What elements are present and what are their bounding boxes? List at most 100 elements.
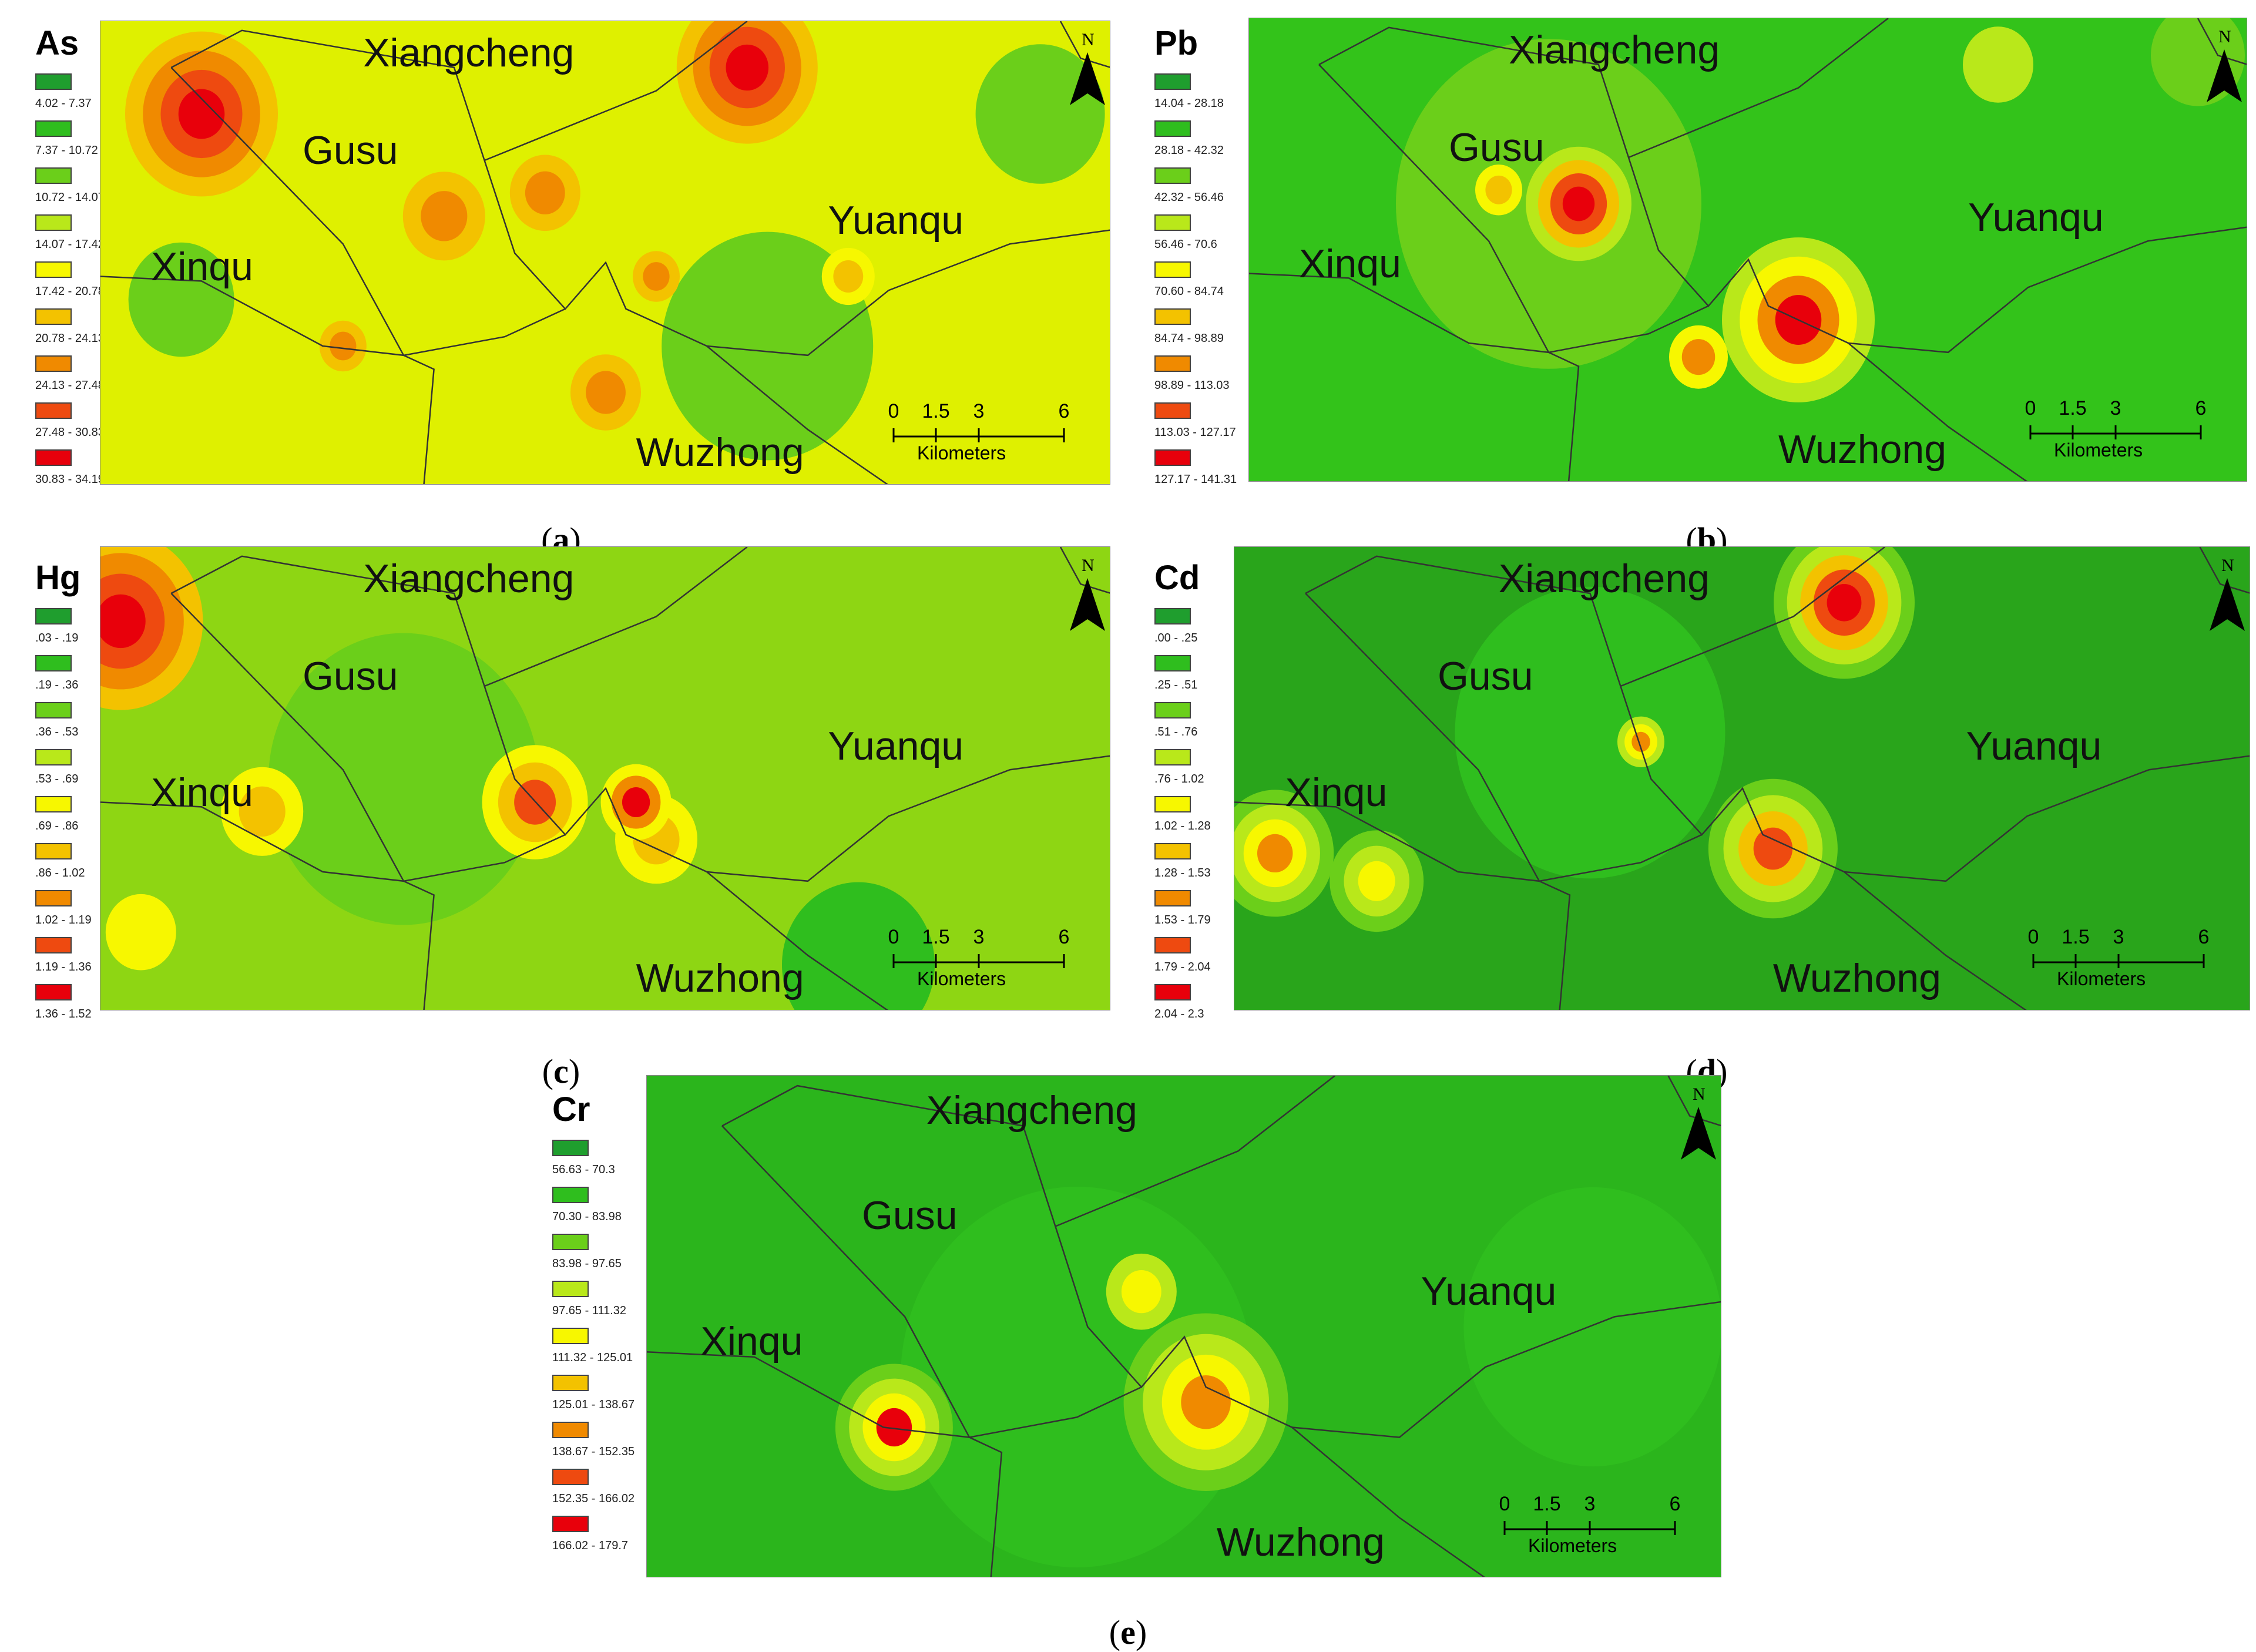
- legend-swatch: [35, 449, 72, 466]
- legend-swatch: [1154, 167, 1191, 184]
- scale-tick-label: 0: [2025, 397, 2036, 419]
- scale-tick-label: 6: [2195, 397, 2207, 419]
- district-label-xiangcheng: Xiangcheng: [363, 31, 575, 76]
- legend-swatch: [1154, 73, 1191, 90]
- district-boundary: [100, 276, 566, 357]
- legend-swatch: [1154, 608, 1191, 624]
- legend-title: Cr: [552, 1090, 590, 1129]
- scale-tick-label: 6: [1669, 1493, 1681, 1515]
- legend-swatch: [35, 608, 72, 624]
- scale-tick-label: 0: [888, 926, 899, 948]
- district-label-yuanqu: Yuanqu: [1421, 1268, 1557, 1314]
- north-arrow-icon: [1070, 578, 1105, 631]
- scale-tick-label: 1.5: [1533, 1493, 1561, 1515]
- contour-patch: [1181, 1375, 1231, 1429]
- district-boundary: [484, 547, 748, 687]
- district-boundary: [1291, 1301, 1721, 1438]
- district-label-yuanqu: Yuanqu: [1966, 723, 2102, 768]
- legend-swatch: [35, 261, 72, 278]
- scale-tick-label: 1.5: [2062, 926, 2090, 948]
- legend-swatch: [1154, 984, 1191, 1000]
- contour-patch: [1358, 861, 1395, 901]
- legend-range-label: 28.18 - 42.32: [1154, 144, 1224, 157]
- legend-swatch: [1154, 449, 1191, 466]
- north-arrow-icon: [1070, 52, 1105, 105]
- scale-tick-label: 6: [1058, 926, 1070, 948]
- legend-range-label: 14.07 - 17.42: [35, 238, 105, 251]
- scale-unit-label: Kilometers: [917, 442, 1006, 464]
- contour-patch: [421, 191, 468, 241]
- legend-swatch: [35, 796, 72, 812]
- legend-swatch: [1154, 702, 1191, 718]
- district-boundary: [1844, 755, 2250, 882]
- legend-range-label: .86 - 1.02: [35, 867, 85, 879]
- legend-swatch: [552, 1516, 589, 1532]
- district-boundary: [1848, 226, 2247, 354]
- district-boundary: [1055, 1076, 1335, 1227]
- legend-swatch: [35, 402, 72, 419]
- contour-patch: [975, 44, 1105, 184]
- legend-swatch: [1154, 120, 1191, 137]
- legend-range-label: 70.30 - 83.98: [552, 1210, 622, 1223]
- legend-swatch: [1154, 214, 1191, 231]
- contour-patch: [330, 331, 357, 361]
- district-label-gusu: Gusu: [862, 1193, 958, 1238]
- legend: Hg .03 - .19 .19 - .36 .36 - .53 .53 - .69 .6…: [29, 558, 118, 1028]
- district-label-xiangcheng: Xiangcheng: [1498, 556, 1710, 602]
- scale-unit-label: Kilometers: [917, 968, 1006, 989]
- scale-tick-label: 1.5: [2059, 397, 2087, 419]
- legend-range-label: 24.13 - 27.48: [35, 379, 105, 392]
- legend-swatch: [1154, 655, 1191, 671]
- district-label-wuzhong: Wuzhong: [1778, 427, 1947, 472]
- legend-title: As: [35, 24, 79, 62]
- legend-swatch: [1154, 796, 1191, 812]
- map-panel-d: Cd .00 - .25 .25 - .51 .51 - .76 .76 - 1.02 1…: [1137, 535, 2256, 1090]
- legend-range-label: 98.89 - 113.03: [1154, 379, 1230, 392]
- legend-swatch: [552, 1469, 589, 1485]
- contour-surface: [1249, 18, 2247, 481]
- legend-swatch: [1154, 937, 1191, 953]
- interpolation-map: Xiangcheng Gusu Xinqu Yuanqu Wuzhong N 0 1.5 3 6 K…: [1234, 546, 2250, 1010]
- legend-swatch: [552, 1234, 589, 1250]
- scale-tick-label: 3: [973, 926, 985, 948]
- legend-range-label: .76 - 1.02: [1154, 773, 1204, 785]
- legend-swatch: [552, 1375, 589, 1391]
- legend-range-label: .69 - .86: [35, 820, 79, 832]
- legend-range-label: .51 - .76: [1154, 726, 1198, 738]
- district-boundary: [1059, 21, 1110, 68]
- legend-range-label: 7.37 - 10.72: [35, 144, 98, 157]
- contour-patch: [1753, 827, 1793, 870]
- contour-patch: [726, 44, 769, 91]
- district-label-xinqu: Xinqu: [1299, 241, 1401, 286]
- legend-range-label: .03 - .19: [35, 632, 79, 644]
- district-boundary: [2199, 547, 2250, 594]
- contour-surface: [100, 547, 1110, 1010]
- legend: Cr 56.63 - 70.3 70.30 - 83.98 83.98 - 97.65…: [546, 1090, 634, 1560]
- legend-range-label: 1.79 - 2.04: [1154, 961, 1211, 973]
- north-arrow: N: [2207, 27, 2242, 109]
- contour-patch: [268, 633, 539, 925]
- scale-tick-label: 3: [2113, 926, 2124, 948]
- map-panel-a: As 4.02 - 7.37 7.37 - 10.72 10.72 - 14.07 14…: [0, 0, 1116, 559]
- map-panel-b: Pb 14.04 - 28.18 28.18 - 42.32 42.32 - 56.4…: [1137, 0, 2256, 559]
- contour-patch: [178, 89, 225, 139]
- scale-bar-line: [1503, 1521, 1676, 1535]
- north-label: N: [1693, 1084, 1706, 1104]
- scale-unit-label: Kilometers: [2057, 968, 2146, 989]
- legend-swatch: [35, 167, 72, 184]
- legend-range-label: 1.36 - 1.52: [35, 1008, 92, 1020]
- legend-range-label: 30.83 - 34.19: [35, 473, 105, 486]
- scale-tick-label: 1.5: [922, 400, 950, 422]
- legend-title: Hg: [35, 559, 81, 597]
- legend-swatch: [35, 937, 72, 953]
- interpolation-map: Xiangcheng Gusu Xinqu Yuanqu Wuzhong N 0 1.5 3 6 K…: [100, 21, 1110, 485]
- legend-range-label: 2.04 - 2.3: [1154, 1008, 1204, 1020]
- contour-patch: [239, 786, 286, 837]
- legend-range-label: 1.02 - 1.19: [35, 914, 92, 926]
- legend: As 4.02 - 7.37 7.37 - 10.72 10.72 - 14.07 14…: [29, 23, 118, 493]
- scale-tick-label: 3: [2110, 397, 2121, 419]
- district-label-yuanqu: Yuanqu: [1968, 194, 2104, 240]
- legend: Cd .00 - .25 .25 - .51 .51 - .76 .76 - 1.02 1…: [1149, 558, 1237, 1028]
- contour-patch: [622, 787, 650, 818]
- legend-swatch: [1154, 308, 1191, 325]
